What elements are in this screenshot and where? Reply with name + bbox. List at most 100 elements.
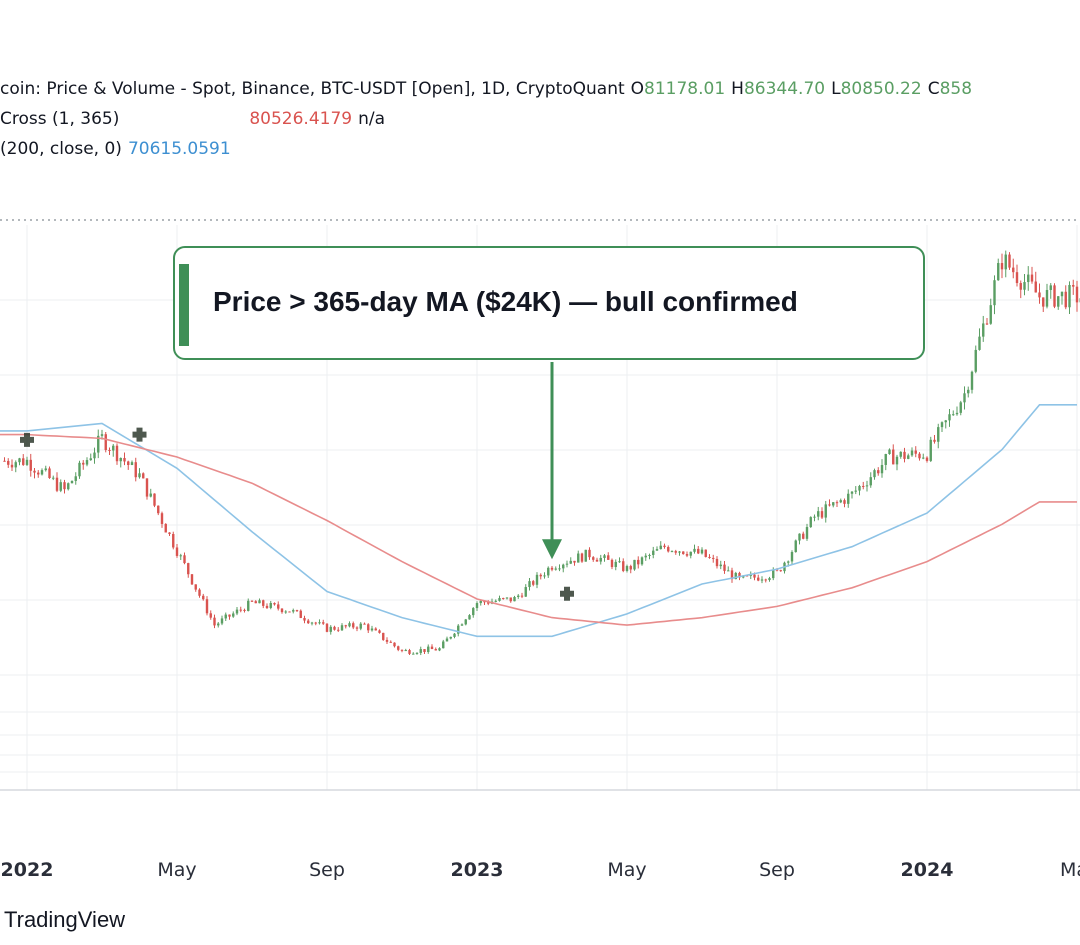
candle-body bbox=[513, 597, 516, 602]
candle-body bbox=[637, 559, 640, 565]
candle-body bbox=[127, 461, 130, 465]
legend-h: H86344.70 bbox=[731, 79, 825, 99]
legend-c-prefix: C bbox=[927, 79, 940, 99]
candle-body bbox=[535, 574, 539, 585]
candle-body bbox=[697, 548, 700, 554]
candle-body bbox=[603, 555, 606, 558]
candle-body bbox=[468, 615, 471, 620]
candle-body bbox=[712, 557, 715, 559]
candle-body bbox=[959, 402, 962, 413]
candle-body bbox=[779, 570, 782, 572]
candle-body bbox=[412, 653, 415, 655]
candle-body bbox=[355, 627, 359, 629]
candle-body bbox=[104, 434, 107, 451]
arrow-head bbox=[542, 539, 562, 560]
candle-body bbox=[592, 557, 595, 560]
legend-o-prefix: O bbox=[630, 79, 645, 99]
candle-body bbox=[1049, 285, 1052, 290]
candle-body bbox=[944, 420, 947, 423]
candle-body bbox=[434, 649, 437, 651]
candle-body bbox=[1072, 284, 1075, 287]
candle-body bbox=[918, 453, 921, 459]
candle-body bbox=[179, 555, 182, 557]
candle-body bbox=[982, 323, 985, 337]
candle-body bbox=[877, 470, 880, 474]
candle-body bbox=[952, 414, 955, 416]
candle-body bbox=[479, 600, 482, 604]
candle-body bbox=[367, 624, 370, 631]
candle-body bbox=[760, 579, 764, 581]
candle-body bbox=[280, 608, 284, 613]
candle-body bbox=[862, 485, 865, 487]
candle-body bbox=[618, 561, 621, 563]
candle-body bbox=[385, 639, 389, 642]
candle-body bbox=[247, 600, 250, 611]
legend-ma-cross-label: Cross (1, 365) bbox=[0, 109, 120, 129]
candle-body bbox=[423, 649, 426, 652]
candle-body bbox=[809, 517, 812, 528]
candle-body bbox=[974, 349, 977, 372]
candle-body bbox=[1042, 297, 1045, 307]
candle-body bbox=[719, 564, 722, 567]
candle-body bbox=[232, 613, 235, 617]
ma200-line bbox=[0, 404, 1077, 638]
candle-body bbox=[888, 449, 891, 455]
candle-body bbox=[415, 652, 419, 654]
candle-body bbox=[97, 435, 100, 453]
candle-body bbox=[359, 623, 362, 629]
candle-body bbox=[547, 567, 550, 576]
candle-body bbox=[730, 570, 734, 580]
candle-body bbox=[149, 493, 152, 497]
candle-body bbox=[217, 623, 220, 626]
candle-body bbox=[588, 549, 591, 558]
candle-body bbox=[427, 646, 430, 652]
legend-title: coin: Price & Volume - Spot, Binance, BT… bbox=[0, 79, 625, 99]
candle-body bbox=[622, 561, 625, 571]
candle-body bbox=[243, 609, 246, 611]
candle-body bbox=[820, 511, 824, 518]
cross-marker bbox=[132, 427, 147, 442]
legend-c: C858 bbox=[928, 79, 972, 99]
candle-body bbox=[333, 626, 336, 630]
candle-body bbox=[460, 624, 464, 626]
candle-body bbox=[667, 547, 670, 552]
candle-body bbox=[704, 549, 707, 557]
candle-body bbox=[340, 625, 344, 631]
candle-body bbox=[307, 620, 310, 624]
candle-body bbox=[749, 574, 752, 576]
candle-body bbox=[318, 622, 321, 624]
legend-ma-cross-row: Cross (1, 365) 80526.4179 n/a bbox=[0, 104, 978, 134]
legend-l-value: 80850.22 bbox=[840, 79, 922, 99]
candle-body bbox=[1034, 281, 1037, 293]
candle-body bbox=[892, 449, 895, 465]
candle-body bbox=[295, 610, 299, 612]
candle-body bbox=[1038, 292, 1041, 298]
candle-body bbox=[93, 452, 96, 459]
x-tick-label: 2024 bbox=[901, 859, 954, 881]
candle-body bbox=[288, 611, 291, 613]
candle-body bbox=[59, 482, 62, 491]
candle-body bbox=[599, 557, 602, 562]
candle-body bbox=[839, 500, 842, 503]
candle-body bbox=[1075, 286, 1079, 303]
candle-body bbox=[1027, 274, 1030, 283]
candle-body bbox=[805, 527, 809, 539]
candle-body bbox=[1057, 296, 1060, 307]
candle-body bbox=[989, 305, 992, 324]
candle-body bbox=[768, 578, 771, 581]
candle-body bbox=[273, 603, 276, 605]
candle-body bbox=[310, 622, 314, 624]
candle-body bbox=[798, 533, 801, 541]
candle-body bbox=[10, 464, 14, 468]
candle-body bbox=[843, 500, 846, 504]
candle-body bbox=[228, 614, 231, 617]
candle-body bbox=[573, 560, 576, 563]
legend-l-prefix: L bbox=[831, 79, 841, 99]
candle-body bbox=[138, 473, 141, 478]
callout-text: Price > 365-day MA ($24K) — bull confirm… bbox=[213, 286, 798, 317]
candle-body bbox=[82, 462, 85, 465]
candle-body bbox=[610, 559, 614, 568]
candle-body bbox=[130, 462, 134, 465]
legend-symbol-row: coin: Price & Volume - Spot, Binance, BT… bbox=[0, 74, 978, 104]
candle-body bbox=[457, 625, 460, 634]
